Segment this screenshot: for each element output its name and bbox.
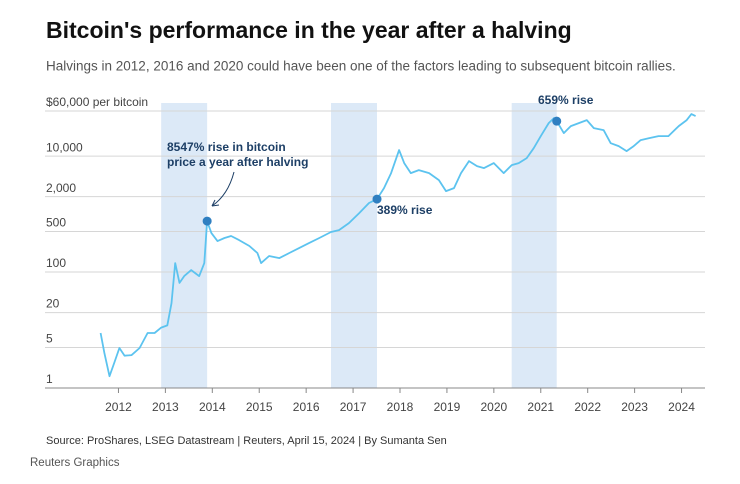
y-tick-label: 10,000 xyxy=(46,140,83,154)
y-tick-label: 100 xyxy=(46,256,66,270)
source: Source: ProShares, LSEG Datastream | Reu… xyxy=(46,435,447,447)
x-tick-label: 2016 xyxy=(293,400,320,414)
x-tick-label: 2014 xyxy=(199,400,226,414)
annotation-marker xyxy=(372,194,382,204)
annotation-text: 659% rise xyxy=(538,93,594,107)
x-tick-label: 2018 xyxy=(387,400,414,414)
y-tick-label: 500 xyxy=(46,216,66,230)
plot-area: 1 5 20 100 500 2,000 10,000 $60,000 per bitcoin… xyxy=(45,93,705,414)
x-tick-label: 2012 xyxy=(105,400,132,414)
y-tick-label: 5 xyxy=(46,332,53,346)
chart-title: Bitcoin's performance in the year after … xyxy=(46,17,572,43)
annotation-arrow xyxy=(211,171,235,207)
credit: Reuters Graphics xyxy=(30,457,120,469)
x-tick-label: 2019 xyxy=(434,400,461,414)
x-tick-label: 2013 xyxy=(152,400,179,414)
halving-period xyxy=(161,103,208,388)
price-line xyxy=(99,113,696,378)
annotation-marker xyxy=(552,116,562,126)
chart-subtitle: Halvings in 2012, 2016 and 2020 could ha… xyxy=(46,59,676,74)
annotation-text: price a year after halving xyxy=(167,155,308,169)
y-tick-label: 1 xyxy=(46,372,53,386)
arrow-head xyxy=(211,199,220,207)
x-tick-label: 2021 xyxy=(527,400,554,414)
y-tick-label: 2,000 xyxy=(46,181,76,195)
y-tick-label: $60,000 per bitcoin xyxy=(46,95,148,109)
halving-period xyxy=(511,103,557,388)
y-tick-label: 20 xyxy=(46,297,60,311)
x-tick-label: 2024 xyxy=(668,400,695,414)
x-tick-label: 2015 xyxy=(246,400,273,414)
x-tick-label: 2023 xyxy=(621,400,648,414)
annotation-text: 389% rise xyxy=(377,203,433,217)
halving-period xyxy=(331,103,378,388)
x-tick-label: 2017 xyxy=(340,400,367,414)
annotation-text: 8547% rise in bitcoin xyxy=(167,140,286,154)
annotation-marker xyxy=(202,216,212,226)
x-tick-label: 2020 xyxy=(480,400,507,414)
x-tick-label: 2022 xyxy=(574,400,601,414)
